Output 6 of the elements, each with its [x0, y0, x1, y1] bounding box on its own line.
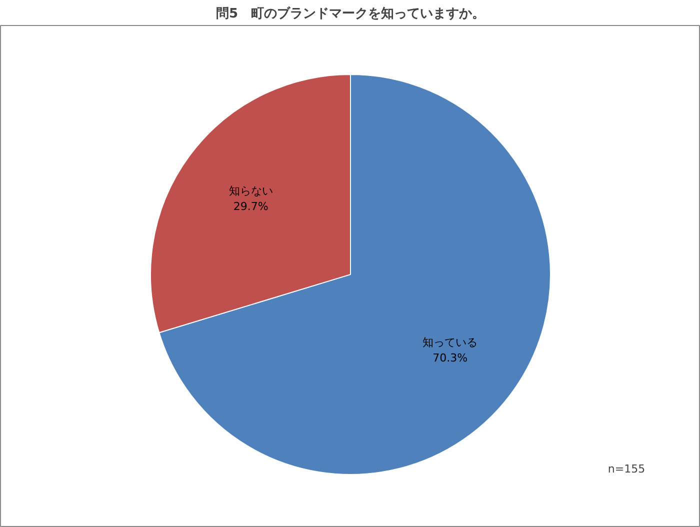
data-label: 70.3% [432, 351, 468, 364]
slice-label: 知らない [228, 184, 273, 198]
chart-title: 問5 町のブランドマークを知っていますか。 [216, 6, 486, 22]
slice-label: 知っている [422, 336, 478, 349]
text: n=155 [608, 462, 646, 476]
data-label: 29.7% [233, 200, 268, 214]
